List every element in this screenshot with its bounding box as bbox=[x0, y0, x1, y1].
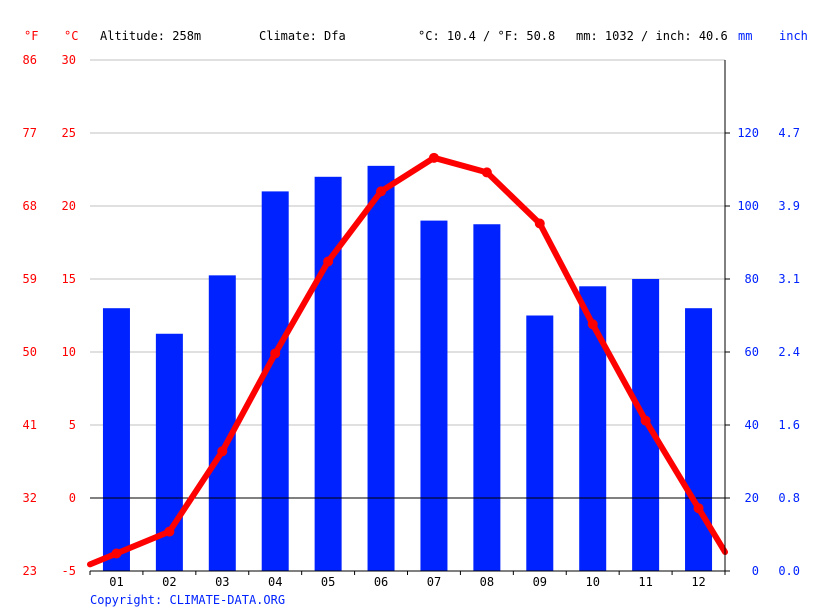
month-label: 06 bbox=[374, 575, 388, 589]
mm-tick-label: 100 bbox=[737, 199, 759, 213]
fahrenheit-unit-label: °F bbox=[24, 29, 38, 43]
temperature-point bbox=[640, 415, 651, 426]
temperature-point bbox=[693, 503, 704, 514]
tick-labels: 01 02 03 04 05 06 07 08 09 10 11 12-523032541105015… bbox=[23, 53, 800, 589]
month-label: 07 bbox=[427, 575, 441, 589]
temperature-point bbox=[164, 526, 175, 537]
mm-tick-label: 0 bbox=[752, 564, 759, 578]
celsius-tick-label: 20 bbox=[62, 199, 76, 213]
month-label: 04 bbox=[268, 575, 282, 589]
month-label: 01 bbox=[109, 575, 123, 589]
temperature-line bbox=[87, 152, 728, 568]
mm-tick-label: 80 bbox=[745, 272, 759, 286]
fahrenheit-tick-label: 68 bbox=[23, 199, 37, 213]
fahrenheit-tick-label: 23 bbox=[23, 564, 37, 578]
month-label: 09 bbox=[533, 575, 547, 589]
inch-tick-label: 1.6 bbox=[778, 418, 800, 432]
precipitation-bar bbox=[526, 315, 554, 571]
celsius-tick-label: 5 bbox=[69, 418, 76, 432]
celsius-tick-label: -5 bbox=[62, 564, 76, 578]
precipitation-bar bbox=[314, 176, 342, 572]
precipitation-bars bbox=[102, 165, 713, 572]
fahrenheit-tick-label: 50 bbox=[23, 345, 37, 359]
fahrenheit-tick-label: 77 bbox=[23, 126, 37, 140]
precipitation-bar bbox=[261, 191, 289, 571]
temperature-point bbox=[323, 256, 334, 267]
total-precipitation-label: mm: 1032 / inch: 40.6 bbox=[576, 29, 728, 43]
inch-tick-label: 2.4 bbox=[778, 345, 800, 359]
mm-tick-label: 40 bbox=[745, 418, 759, 432]
celsius-tick-label: 0 bbox=[69, 491, 76, 505]
inch-tick-label: 0.0 bbox=[778, 564, 800, 578]
precipitation-bar bbox=[420, 220, 448, 571]
grid-lines bbox=[90, 59, 725, 426]
fahrenheit-tick-label: 41 bbox=[23, 418, 37, 432]
month-label: 12 bbox=[691, 575, 705, 589]
fahrenheit-tick-label: 32 bbox=[23, 491, 37, 505]
celsius-tick-label: 30 bbox=[62, 53, 76, 67]
precipitation-bar bbox=[685, 308, 713, 571]
temperature-point bbox=[428, 152, 439, 163]
copyright-link[interactable]: Copyright: CLIMATE-DATA.ORG bbox=[90, 593, 285, 607]
climate-label: Climate: Dfa bbox=[259, 29, 346, 43]
inch-tick-label: 3.1 bbox=[778, 272, 800, 286]
fahrenheit-tick-label: 59 bbox=[23, 272, 37, 286]
mm-tick-label: 20 bbox=[745, 491, 759, 505]
month-label: 05 bbox=[321, 575, 335, 589]
mm-tick-label: 120 bbox=[737, 126, 759, 140]
precipitation-bar bbox=[473, 224, 501, 571]
altitude-label: Altitude: 258m bbox=[100, 29, 201, 43]
average-temperature-label: °C: 10.4 / °F: 50.8 bbox=[418, 29, 555, 43]
month-label: 02 bbox=[162, 575, 176, 589]
celsius-unit-label: °C bbox=[64, 29, 78, 43]
inch-unit-label: inch bbox=[779, 29, 808, 43]
temperature-point bbox=[217, 446, 228, 457]
temperature-point bbox=[376, 186, 387, 197]
month-label: 11 bbox=[638, 575, 652, 589]
month-label: 03 bbox=[215, 575, 229, 589]
month-label: 10 bbox=[585, 575, 599, 589]
precipitation-bar bbox=[102, 308, 130, 571]
temperature-point bbox=[111, 548, 122, 559]
precipitation-bar bbox=[208, 275, 236, 571]
fahrenheit-tick-label: 86 bbox=[23, 53, 37, 67]
precipitation-bar bbox=[367, 165, 395, 571]
temperature-point bbox=[481, 167, 492, 178]
mm-tick-label: 60 bbox=[745, 345, 759, 359]
axes bbox=[89, 60, 730, 575]
temperature-series-line bbox=[87, 154, 728, 568]
celsius-tick-label: 15 bbox=[62, 272, 76, 286]
celsius-tick-label: 25 bbox=[62, 126, 76, 140]
inch-tick-label: 3.9 bbox=[778, 199, 800, 213]
inch-tick-label: 0.8 bbox=[778, 491, 800, 505]
inch-tick-label: 4.7 bbox=[778, 126, 800, 140]
temperature-point bbox=[270, 348, 281, 359]
temperature-point bbox=[534, 218, 545, 229]
month-label: 08 bbox=[480, 575, 494, 589]
temperature-point bbox=[587, 319, 598, 330]
precipitation-bar bbox=[579, 286, 607, 571]
celsius-tick-label: 10 bbox=[62, 345, 76, 359]
mm-unit-label: mm bbox=[738, 29, 752, 43]
